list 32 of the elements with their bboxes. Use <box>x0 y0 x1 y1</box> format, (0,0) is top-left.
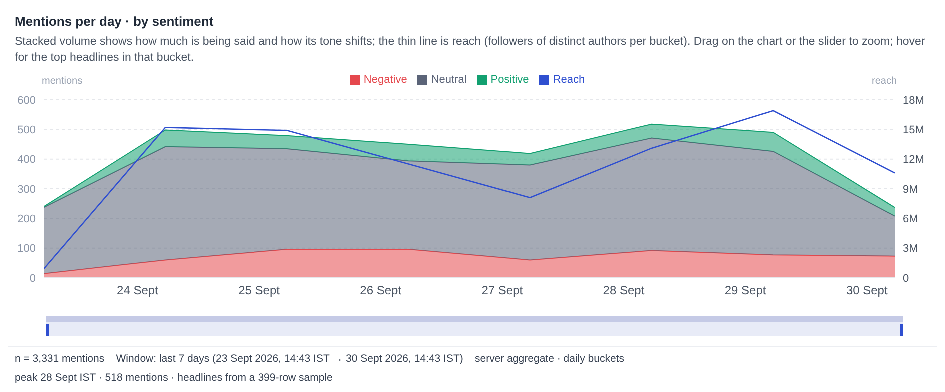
y-tick-label: 600 <box>18 94 36 107</box>
x-tick-label: 28 Sept <box>603 284 646 298</box>
y-axis-title: mentions <box>42 76 83 87</box>
y2-tick-label: 15M <box>903 124 924 137</box>
x-tick-label: 27 Sept <box>482 284 524 298</box>
y2-tick-label: 0 <box>903 272 910 285</box>
legend-label: Reach <box>553 74 586 86</box>
y2-axis-title: reach <box>872 76 897 87</box>
text: peak 28 Sept IST · 518 mentions · headlines from a 399-row sample <box>15 372 333 384</box>
x-tick-label: 30 Sept <box>846 284 888 298</box>
y-tick-label: 500 <box>18 124 36 137</box>
y-tick-label: 300 <box>18 184 36 196</box>
y2-tick-label: 9M <box>903 184 918 196</box>
y-tick-label: 100 <box>18 243 36 256</box>
legend-label: Neutral <box>431 74 467 86</box>
y-tick-label: 400 <box>18 154 36 166</box>
y2-tick-label: 12M <box>903 154 924 166</box>
text: n = 3,331 mentions Window: last 7 days (23 Sept 2026, 14:43 IST → 30 Sept 2026, 14:43 IST) server aggregate · daily buckets <box>15 353 624 365</box>
y-tick-label: 200 <box>18 214 36 226</box>
y2-tick-label: 3M <box>903 243 918 256</box>
y2-tick-label: 6M <box>903 214 918 226</box>
x-tick-label: 24 Sept <box>117 284 160 298</box>
y-tick-label: 0 <box>30 272 36 285</box>
x-tick-label: 25 Sept <box>238 284 281 298</box>
line-series <box>44 110 895 270</box>
chart-title: Mentions per day · by sentiment <box>15 14 214 29</box>
legend-label: Positive <box>490 74 530 86</box>
x-tick-label: 29 Sept <box>724 284 767 298</box>
y2-tick-label: 18M <box>903 94 924 107</box>
x-tick-label: 26 Sept <box>360 284 402 298</box>
chart-subtitle: Stacked volume shows how much is being said and how its tone shifts; the thin line is reach (followers of distinct authors per bucket). Drag on the chart or the slider to zoom; hover for the top headlines in that bucket. <box>15 35 926 66</box>
legend-label: Negative <box>364 74 408 86</box>
